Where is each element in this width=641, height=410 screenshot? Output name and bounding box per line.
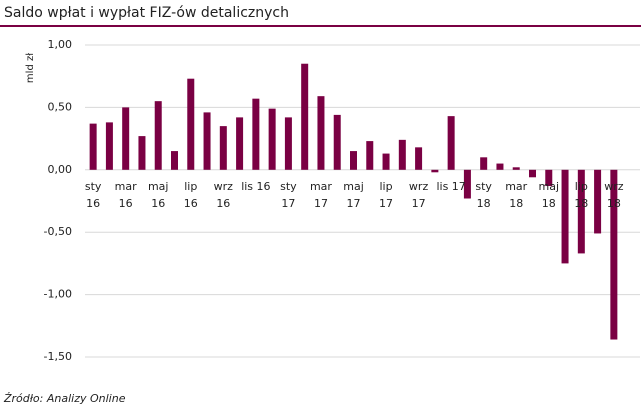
bar: [463, 169, 471, 199]
x-tick-label: wrz 18: [604, 179, 624, 210]
bar: [480, 157, 488, 170]
bar: [236, 117, 244, 170]
bar: [122, 107, 130, 170]
bar: [496, 163, 504, 170]
x-tick-label: mar 16: [114, 179, 137, 210]
bar: [382, 153, 390, 170]
bar: [415, 147, 423, 170]
bar: [447, 116, 455, 170]
bar: [219, 126, 227, 170]
bar: [333, 114, 341, 170]
y-tick-label: 0,50: [48, 100, 73, 113]
x-tick-label: lip 18: [574, 179, 589, 210]
bar: [594, 169, 602, 234]
x-tick-label: lis 16: [241, 179, 271, 193]
bar: [561, 169, 569, 264]
bar: [268, 108, 276, 170]
y-tick-label: -1,50: [44, 350, 72, 363]
source: Źródło: Analizy Online: [3, 392, 126, 405]
bar: [252, 98, 260, 170]
bar: [610, 169, 618, 340]
bar: [545, 169, 553, 187]
bar: [154, 101, 162, 170]
bar: [512, 167, 520, 170]
x-tick-label: wrz 16: [213, 179, 233, 210]
bar: [398, 139, 406, 170]
bar: [431, 169, 439, 173]
bar: [350, 151, 357, 170]
bar: [284, 117, 292, 170]
x-tick-label: maj 17: [343, 179, 364, 210]
x-tick-label: maj 16: [147, 179, 169, 210]
y-axis-label: mld zł: [25, 53, 36, 83]
y-tick-label: -0,50: [44, 225, 72, 238]
bar: [171, 151, 178, 170]
x-tick-label: lip 17: [379, 179, 394, 210]
x-tick-label: sty 16: [84, 179, 102, 210]
x-tick-label: mar 18: [505, 179, 528, 210]
chart-title: Saldo wpłat i wypłat FIZ-ów detalicznych: [4, 5, 289, 21]
bar: [89, 123, 97, 170]
bar: [203, 112, 211, 170]
y-tick-label: 1,00: [48, 38, 73, 51]
x-tick-label: lis 17: [436, 179, 466, 193]
bar: [529, 169, 536, 178]
x-tick-label: lip 16: [183, 179, 198, 210]
x-tick-label: mar 17: [309, 179, 332, 210]
bar: [301, 63, 309, 170]
bar: [317, 96, 325, 170]
x-tick-label: wrz 17: [408, 179, 429, 210]
bar: [366, 141, 374, 170]
bar: [105, 122, 113, 170]
x-tick-label: sty 17: [280, 179, 297, 210]
y-tick-label: -1,00: [44, 288, 72, 301]
bar: [187, 78, 195, 170]
bar: [577, 169, 585, 254]
x-tick-label: maj 18: [538, 179, 560, 210]
x-tick-label: sty 18: [475, 179, 492, 210]
y-tick-label: 0,00: [48, 163, 73, 176]
bar: [138, 136, 146, 170]
